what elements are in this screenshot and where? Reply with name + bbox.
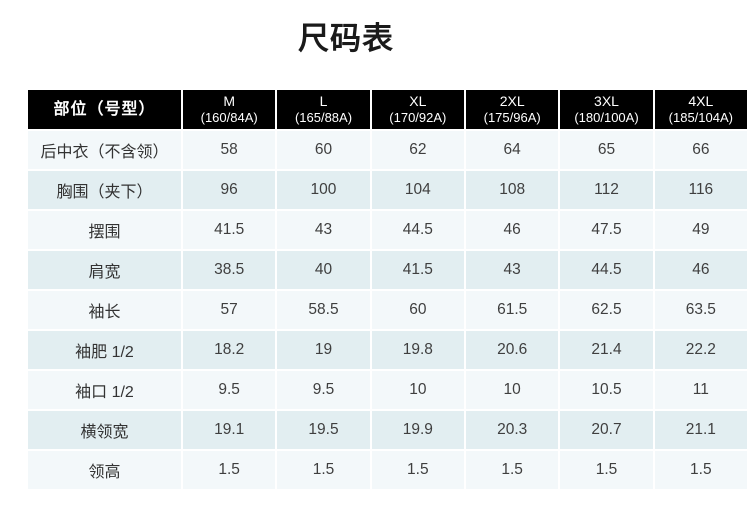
cell-value: 10 <box>371 371 464 409</box>
cell-value: 58.5 <box>277 291 370 329</box>
cell-value: 10.5 <box>560 371 653 409</box>
size-name: 4XL <box>688 92 714 109</box>
cell-value: 112 <box>560 171 653 209</box>
row-label: 胸围（夹下） <box>28 171 181 209</box>
size-name: XL <box>409 92 427 109</box>
header-size-2xl: 2XL (175/96A) <box>466 90 559 129</box>
size-table: 部位（号型） M (160/84A) L (165/88A) XL (170/92A) 2XL… <box>28 90 747 489</box>
header-size-l: L (165/88A) <box>277 90 370 129</box>
cell-value: 9.5 <box>183 371 276 409</box>
cell-value: 46 <box>466 211 559 249</box>
row-label: 摆围 <box>28 211 181 249</box>
cell-value: 19.1 <box>183 411 276 449</box>
cell-value: 43 <box>277 211 370 249</box>
cell-value: 49 <box>654 211 747 249</box>
header-part-label: 部位（号型） <box>28 90 181 129</box>
size-spec: (185/104A) <box>668 110 733 126</box>
cell-value: 96 <box>183 171 276 209</box>
cell-value: 1.5 <box>277 451 370 489</box>
row-label: 袖口 1/2 <box>28 371 181 409</box>
header-size-4xl: 4XL (185/104A) <box>654 90 747 129</box>
cell-value: 100 <box>277 171 370 209</box>
cell-value: 61.5 <box>466 291 559 329</box>
cell-value: 18.2 <box>183 331 276 369</box>
cell-value: 10 <box>466 371 559 409</box>
cell-value: 41.5 <box>183 211 276 249</box>
cell-value: 108 <box>466 171 559 209</box>
cell-value: 65 <box>560 131 653 169</box>
cell-value: 21.4 <box>560 331 653 369</box>
cell-value: 44.5 <box>371 211 464 249</box>
size-spec: (170/92A) <box>389 110 447 126</box>
cell-value: 60 <box>277 131 370 169</box>
cell-value: 60 <box>371 291 464 329</box>
row-label: 后中衣（不含领） <box>28 131 181 169</box>
cell-value: 1.5 <box>466 451 559 489</box>
row-label: 横领宽 <box>28 411 181 449</box>
size-spec: (180/100A) <box>574 110 639 126</box>
header-size-xl: XL (170/92A) <box>371 90 464 129</box>
cell-value: 63.5 <box>654 291 747 329</box>
cell-value: 19.5 <box>277 411 370 449</box>
cell-value: 62.5 <box>560 291 653 329</box>
cell-value: 47.5 <box>560 211 653 249</box>
cell-value: 64 <box>466 131 559 169</box>
cell-value: 41.5 <box>371 251 464 289</box>
header-size-m: M (160/84A) <box>183 90 276 129</box>
cell-value: 21.1 <box>654 411 747 449</box>
page-title: 尺码表 <box>298 21 394 56</box>
cell-value: 22.2 <box>654 331 747 369</box>
cell-value: 20.7 <box>560 411 653 449</box>
cell-value: 19 <box>277 331 370 369</box>
row-label: 袖肥 1/2 <box>28 331 181 369</box>
size-spec: (175/96A) <box>483 110 541 126</box>
cell-value: 66 <box>654 131 747 169</box>
cell-value: 11 <box>654 371 747 409</box>
cell-value: 9.5 <box>277 371 370 409</box>
size-spec: (165/88A) <box>294 110 353 126</box>
row-label: 领高 <box>28 451 181 489</box>
cell-value: 1.5 <box>183 451 276 489</box>
cell-value: 20.6 <box>466 331 559 369</box>
row-label: 袖长 <box>28 291 181 329</box>
size-spec: (160/84A) <box>200 110 258 126</box>
header-size-3xl: 3XL (180/100A) <box>560 90 653 129</box>
cell-value: 104 <box>371 171 464 209</box>
cell-value: 19.8 <box>371 331 464 369</box>
cell-value: 1.5 <box>654 451 747 489</box>
cell-value: 58 <box>183 131 276 169</box>
cell-value: 43 <box>466 251 559 289</box>
cell-value: 19.9 <box>371 411 464 449</box>
row-label: 肩宽 <box>28 251 181 289</box>
cell-value: 46 <box>654 251 747 289</box>
cell-value: 20.3 <box>466 411 559 449</box>
cell-value: 116 <box>654 171 747 209</box>
cell-value: 57 <box>183 291 276 329</box>
cell-value: 62 <box>371 131 464 169</box>
cell-value: 44.5 <box>560 251 653 289</box>
size-name: L <box>319 92 328 109</box>
size-name: 2XL <box>499 92 525 109</box>
size-name: 3XL <box>594 92 619 109</box>
cell-value: 1.5 <box>560 451 653 489</box>
cell-value: 1.5 <box>371 451 464 489</box>
cell-value: 38.5 <box>183 251 276 289</box>
size-name: M <box>223 92 235 109</box>
cell-value: 40 <box>277 251 370 289</box>
